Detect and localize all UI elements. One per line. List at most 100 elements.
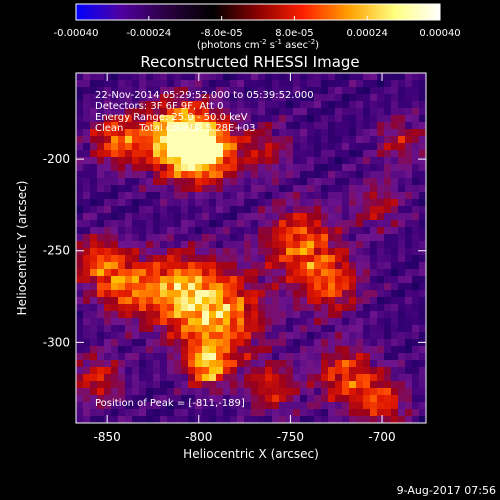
heatmap-cell: [146, 248, 154, 256]
heatmap-cell: [356, 381, 364, 389]
heatmap-cell: [195, 143, 203, 151]
heatmap-cell: [370, 325, 378, 333]
heatmap-cell: [223, 248, 231, 256]
heatmap-cell: [321, 276, 329, 284]
heatmap-cell: [335, 199, 343, 207]
heatmap-cell: [146, 157, 154, 165]
heatmap-cell: [160, 171, 168, 179]
heatmap-cell: [202, 199, 210, 207]
heatmap-cell: [342, 164, 350, 172]
heatmap-cell: [384, 409, 392, 417]
heatmap-cell: [202, 409, 210, 417]
heatmap-cell: [314, 325, 322, 333]
heatmap-cell: [300, 297, 308, 305]
heatmap-cell: [377, 73, 385, 81]
heatmap-cell: [356, 416, 364, 423]
heatmap-cell: [118, 360, 126, 368]
heatmap-cell: [314, 255, 322, 263]
heatmap-cell: [244, 332, 252, 340]
colorbar-tick-label: 8.0e-05: [275, 28, 313, 39]
heatmap-cell: [391, 402, 399, 410]
heatmap-cell: [244, 143, 252, 151]
heatmap-cell: [209, 157, 217, 165]
heatmap-cell: [230, 255, 238, 263]
heatmap-cell: [118, 395, 126, 403]
heatmap-cell: [139, 332, 147, 340]
heatmap-cell: [307, 416, 315, 423]
heatmap-cell: [209, 150, 217, 158]
heatmap-cell: [132, 304, 140, 312]
heatmap-cell: [363, 101, 371, 109]
heatmap-cell: [328, 157, 336, 165]
heatmap-cell: [391, 346, 399, 354]
heatmap-cell: [300, 73, 308, 81]
heatmap-cell: [216, 332, 224, 340]
heatmap-cell: [398, 227, 406, 235]
heatmap-cell: [111, 276, 119, 284]
heatmap-cell: [104, 150, 112, 158]
heatmap-cell: [104, 332, 112, 340]
heatmap-cell: [363, 234, 371, 242]
heatmap-cell: [342, 269, 350, 277]
heatmap-cell: [279, 199, 287, 207]
heatmap-cell: [377, 108, 385, 116]
heatmap-cell: [265, 388, 273, 396]
heatmap-cell: [293, 332, 301, 340]
heatmap-cell: [377, 304, 385, 312]
heatmap-cell: [83, 332, 91, 340]
heatmap-cell: [272, 374, 280, 382]
heatmap-cell: [237, 157, 245, 165]
heatmap-cell: [265, 325, 273, 333]
heatmap-cell: [377, 94, 385, 102]
heatmap-cell: [349, 136, 357, 144]
heatmap-cell: [279, 290, 287, 298]
heatmap-cell: [314, 73, 322, 81]
heatmap-cell: [377, 416, 385, 423]
heatmap-cell: [349, 409, 357, 417]
heatmap-cell: [321, 80, 329, 88]
heatmap-cell: [223, 157, 231, 165]
heatmap-cell: [181, 276, 189, 284]
heatmap-cell: [76, 206, 84, 214]
heatmap-cell: [363, 290, 371, 298]
heatmap-cell: [377, 199, 385, 207]
colorbar-ticks: -0.00040 -0.00024 -8.0e-05 8.0e-05 0.00024 0.…: [54, 16, 461, 39]
heatmap-cell: [111, 360, 119, 368]
heatmap-cell: [216, 241, 224, 249]
heatmap-cell: [160, 220, 168, 228]
heatmap-cell: [153, 87, 161, 95]
heatmap-cell: [370, 283, 378, 291]
heatmap-cell: [209, 192, 217, 200]
heatmap-cell: [377, 164, 385, 172]
heatmap-cell: [342, 136, 350, 144]
heatmap-cell: [83, 416, 91, 423]
heatmap-cell: [76, 416, 84, 423]
heatmap-cell: [335, 213, 343, 221]
heatmap-cell: [335, 304, 343, 312]
heatmap-cell: [328, 381, 336, 389]
heatmap-cell: [118, 318, 126, 326]
heatmap-cell: [349, 220, 357, 228]
heatmap-cell: [139, 262, 147, 270]
heatmap-cell: [272, 87, 280, 95]
heatmap-cell: [111, 115, 119, 123]
heatmap-cell: [328, 402, 336, 410]
heatmap-cell: [419, 311, 426, 319]
heatmap-cell: [405, 402, 413, 410]
heatmap-cell: [181, 381, 189, 389]
heatmap-cell: [342, 206, 350, 214]
heatmap-cell: [97, 290, 105, 298]
heatmap-cell: [209, 283, 217, 291]
heatmap-cell: [370, 311, 378, 319]
heatmap-cell: [76, 199, 84, 207]
heatmap-cell: [160, 87, 168, 95]
heatmap-cell: [349, 129, 357, 137]
heatmap-cell: [181, 171, 189, 179]
heatmap-cell: [314, 269, 322, 277]
heatmap-cell: [328, 101, 336, 109]
heatmap-cell: [132, 150, 140, 158]
heatmap-cell: [97, 94, 105, 102]
heatmap-cell: [412, 297, 420, 305]
heatmap-cell: [258, 283, 266, 291]
heatmap-cell: [244, 416, 252, 423]
